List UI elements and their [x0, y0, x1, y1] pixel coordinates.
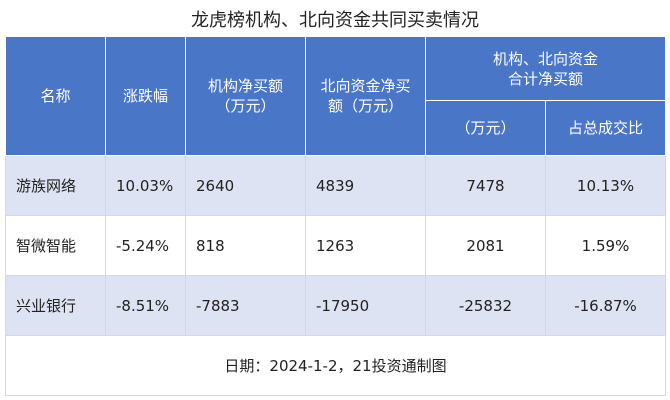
header-cell: （万元） [425, 100, 546, 156]
table-cell: 1.59% [544, 215, 667, 276]
table-cell: 游族网络 [5, 155, 106, 216]
header-cell: 北向资金净买 额（万元） [305, 36, 426, 156]
footer: 日期：2024-1-2，21投资通制图 [4, 335, 667, 396]
table-cell: 10.13% [544, 155, 667, 216]
table-cell: -17950 [305, 275, 426, 336]
table-cell: -5.24% [105, 215, 186, 276]
table-cell: -8.51% [105, 275, 186, 336]
header-cell: 占总成交比 [544, 100, 667, 156]
table-cell: 2640 [185, 155, 306, 216]
table-cell: 兴业银行 [5, 275, 106, 336]
table-cell: 7478 [425, 155, 546, 216]
table-cell: 2081 [425, 215, 546, 276]
table-cell: 10.03% [105, 155, 186, 216]
table-cell: -25832 [425, 275, 546, 336]
table-cell: 818 [185, 215, 306, 276]
title: 龙虎榜机构、北向资金共同买卖情况 [191, 10, 479, 31]
table-cell: 4839 [305, 155, 426, 216]
header-cell: 涨跌幅 [105, 36, 186, 156]
table-cell: -7883 [185, 275, 306, 336]
table-cell: 1263 [305, 215, 426, 276]
table-cell: 智微智能 [5, 215, 106, 276]
data-table: 名称 涨跌幅 机构净买额 （万元） 北向资金净买 额（万元） 机构、北向资金 合… [4, 36, 667, 396]
header-group: 机构、北向资金 合计净买额 [424, 36, 667, 101]
header-cell: 机构净买额 （万元） [185, 36, 306, 156]
table-row: 兴业银行 -8.51% -7883 -17950 -25832 -16.87% [5, 275, 667, 336]
table-cell: -16.87% [544, 275, 667, 336]
table-row: 游族网络 10.03% 2640 4839 7478 10.13% [5, 155, 667, 216]
table-body: 游族网络 10.03% 2640 4839 7478 10.13% 智微智能 -5.24% 81… [4, 155, 667, 396]
header-cell: 名称 [5, 36, 106, 156]
table-row: 智微智能 -5.24% 818 1263 2081 1.59% [5, 215, 667, 276]
footer-row: 日期：2024-1-2，21投资通制图 [4, 335, 667, 396]
